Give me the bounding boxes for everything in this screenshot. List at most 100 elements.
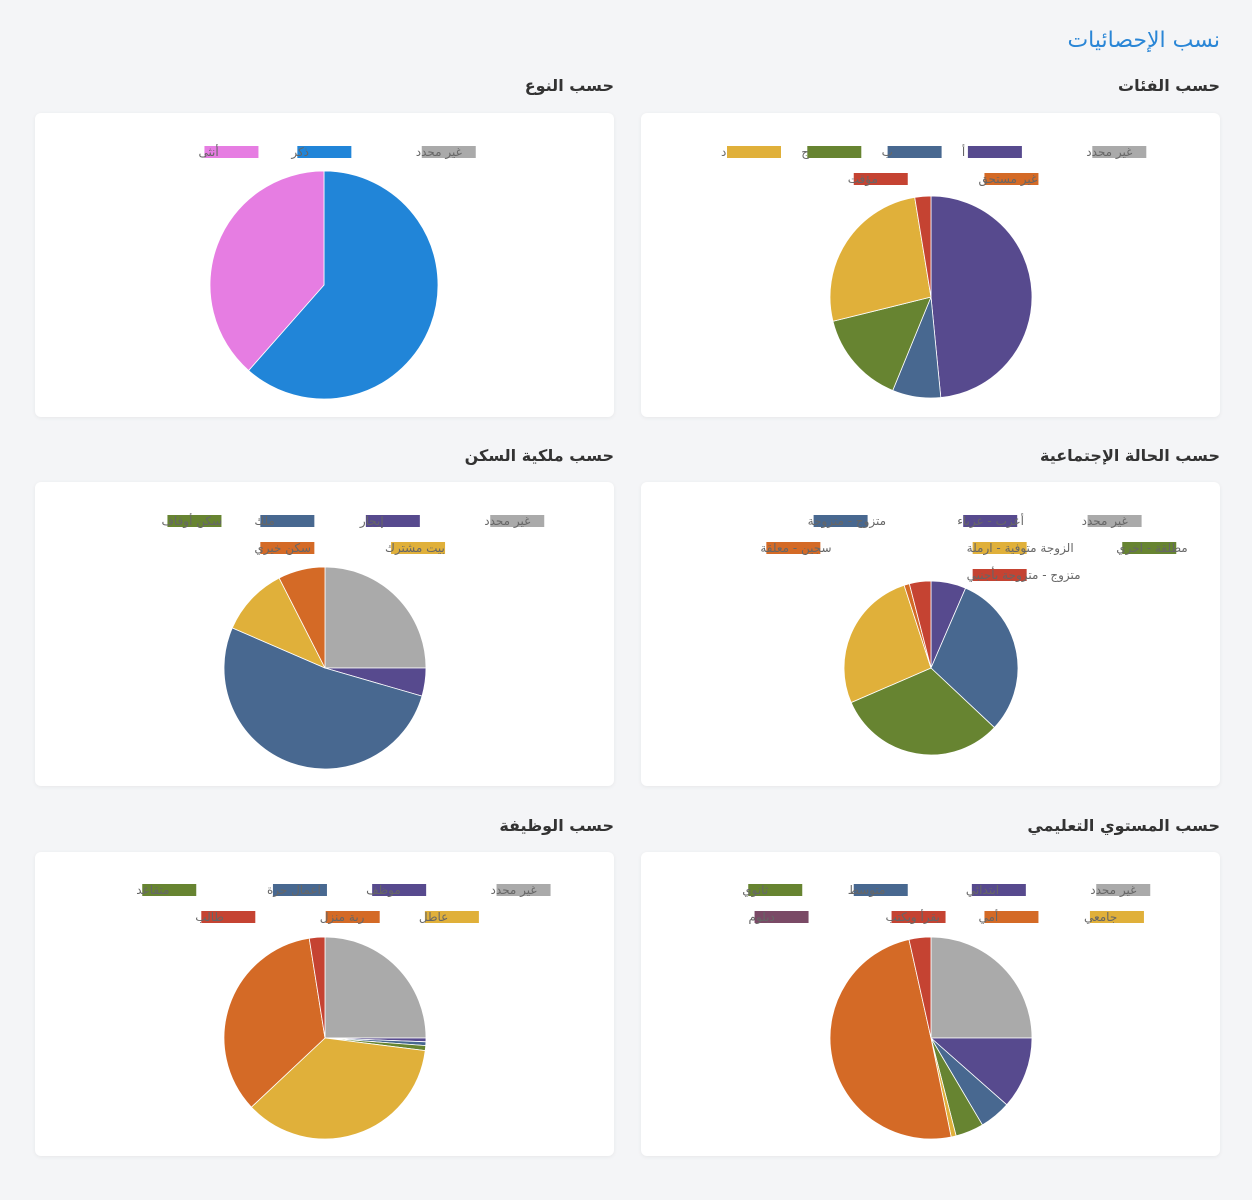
- legend-swatch[interactable]: [807, 146, 862, 158]
- legend-swatch[interactable]: [204, 146, 259, 158]
- legend-label[interactable]: د: [721, 145, 726, 159]
- legend-swatch[interactable]: [297, 146, 352, 158]
- legend-swatch[interactable]: [984, 911, 1039, 923]
- pie-slice[interactable]: [914, 195, 932, 298]
- legend-label[interactable]: متزوج - متزوجة: [808, 514, 887, 529]
- legend-swatch[interactable]: [272, 884, 327, 896]
- legend-swatch[interactable]: [142, 884, 197, 896]
- legend-label[interactable]: غير محدد: [1090, 883, 1136, 898]
- section-title-job: حسب الوظيفة: [499, 816, 614, 835]
- legend-label[interactable]: أعزب - عزباء: [957, 513, 1024, 529]
- legend-label[interactable]: ابتدائي: [966, 883, 999, 897]
- legend-swatch[interactable]: [766, 542, 821, 554]
- pie-slice[interactable]: [223, 937, 326, 1108]
- legend-swatch[interactable]: [424, 911, 479, 923]
- legend-label[interactable]: ج: [801, 145, 809, 159]
- pie-slice[interactable]: [930, 195, 1033, 398]
- legend-label[interactable]: سكن خيري: [254, 541, 311, 556]
- legend-swatch[interactable]: [853, 884, 908, 896]
- legend-label[interactable]: ربة منزل: [320, 910, 365, 925]
- pie-slice[interactable]: [324, 936, 427, 1039]
- legend-label[interactable]: طالب: [195, 910, 224, 924]
- legend-label[interactable]: ب: [882, 145, 893, 159]
- pie-slice[interactable]: [231, 577, 326, 669]
- pie-slice[interactable]: [248, 170, 439, 400]
- pie-slice[interactable]: [250, 1037, 426, 1140]
- legend-label[interactable]: الزوجة متوفية - ارملة: [967, 541, 1074, 556]
- legend-swatch[interactable]: [260, 542, 315, 554]
- pie-slice[interactable]: [908, 936, 932, 1039]
- legend-swatch[interactable]: [984, 173, 1039, 185]
- legend-swatch[interactable]: [325, 911, 380, 923]
- legend-swatch[interactable]: [963, 515, 1018, 527]
- legend-swatch[interactable]: [496, 884, 551, 896]
- legend-swatch[interactable]: [971, 884, 1026, 896]
- legend-swatch[interactable]: [372, 884, 427, 896]
- pie-slice[interactable]: [223, 627, 423, 770]
- legend-label[interactable]: أنثى: [198, 144, 218, 159]
- legend-label[interactable]: متوسط: [848, 883, 886, 898]
- legend-swatch[interactable]: [260, 515, 315, 527]
- legend-label[interactable]: يقرأ ويكتب: [886, 909, 940, 925]
- legend-label[interactable]: سكن أوقاف: [161, 513, 222, 529]
- legend-swatch[interactable]: [972, 542, 1027, 554]
- legend-label[interactable]: متقاعد: [136, 883, 169, 897]
- pie-slice[interactable]: [929, 1037, 1033, 1106]
- legend-swatch[interactable]: [967, 146, 1022, 158]
- pie-chart-marital: غير محدد أعزب - عزباء متزوج - متزوجة مطلقة …: [760, 513, 1188, 756]
- legend-label[interactable]: إيجار: [359, 514, 384, 529]
- legend-swatch[interactable]: [748, 884, 803, 896]
- legend-label[interactable]: مطلقة - اخري: [1116, 541, 1187, 556]
- legend-label[interactable]: غير محدد: [491, 883, 537, 898]
- pie-slice[interactable]: [850, 667, 995, 756]
- legend-label[interactable]: غير محدد: [1082, 514, 1128, 529]
- legend-swatch[interactable]: [891, 911, 946, 923]
- legend-swatch[interactable]: [391, 542, 446, 554]
- legend-label[interactable]: غير محدد: [416, 145, 462, 160]
- legend-label[interactable]: جامعي: [1084, 910, 1117, 924]
- legend-label[interactable]: بيت مشترك: [385, 541, 445, 556]
- legend-label[interactable]: سجين - معلقة: [760, 541, 831, 556]
- legend-label[interactable]: غير مستحق: [978, 172, 1037, 187]
- legend-swatch[interactable]: [727, 146, 781, 158]
- pie-slice[interactable]: [308, 936, 326, 1039]
- legend-label[interactable]: مؤقت: [848, 172, 878, 187]
- legend-label[interactable]: ثانوي: [742, 883, 768, 898]
- pie-slice[interactable]: [278, 566, 326, 669]
- pie-slice[interactable]: [829, 938, 952, 1140]
- legend-label[interactable]: أ: [962, 144, 965, 159]
- pie-slice[interactable]: [843, 584, 932, 704]
- pie-slice[interactable]: [829, 196, 932, 322]
- pie-slice[interactable]: [930, 587, 1019, 729]
- legend-label[interactable]: عاطل: [419, 910, 448, 924]
- legend-label[interactable]: ذكر: [290, 145, 309, 160]
- legend-swatch[interactable]: [1122, 542, 1177, 554]
- legend-label[interactable]: متزوج - متزوجة بأجنبي: [967, 566, 1081, 583]
- pie-slice[interactable]: [832, 296, 932, 391]
- legend-label[interactable]: أمي: [978, 909, 998, 924]
- legend-label[interactable]: غير محدد: [484, 514, 530, 529]
- legend-swatch[interactable]: [421, 146, 476, 158]
- legend-label[interactable]: دبلوم: [749, 910, 775, 925]
- legend-swatch[interactable]: [1092, 146, 1147, 158]
- legend-swatch[interactable]: [201, 911, 256, 923]
- pie-slice[interactable]: [908, 580, 932, 669]
- pie-slice[interactable]: [209, 170, 325, 372]
- pie-slice[interactable]: [324, 566, 427, 669]
- legend-swatch[interactable]: [754, 911, 809, 923]
- legend-swatch[interactable]: [1089, 911, 1144, 923]
- legend-label[interactable]: اعمال حرة: [267, 883, 321, 898]
- legend-swatch[interactable]: [490, 515, 545, 527]
- legend-swatch[interactable]: [813, 515, 868, 527]
- legend-swatch[interactable]: [167, 515, 222, 527]
- legend-swatch[interactable]: [887, 146, 942, 158]
- legend-swatch[interactable]: [853, 173, 908, 185]
- pie-slice[interactable]: [930, 936, 1033, 1039]
- legend-swatch[interactable]: [1096, 884, 1151, 896]
- legend-label[interactable]: ملك: [254, 514, 275, 528]
- legend-swatch[interactable]: [972, 569, 1027, 581]
- legend-label[interactable]: موظف: [366, 883, 401, 898]
- legend-swatch[interactable]: [365, 515, 420, 527]
- legend-swatch[interactable]: [1087, 515, 1142, 527]
- legend-label[interactable]: غير محدد: [1086, 145, 1132, 160]
